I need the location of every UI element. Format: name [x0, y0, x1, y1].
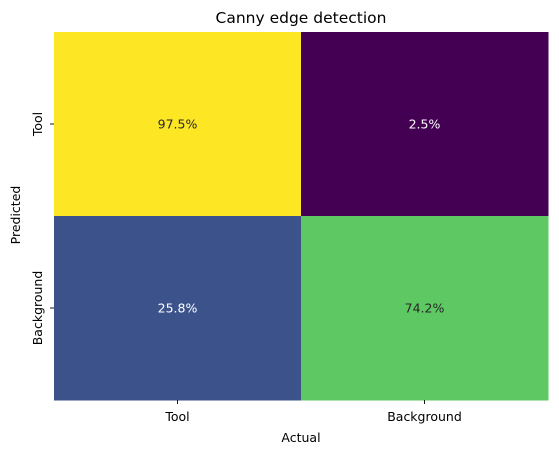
cell-value-label-1-1: 74.2% — [405, 301, 445, 316]
y-axis-ticks: Tool Background — [30, 112, 54, 345]
y-tick-label: Tool — [30, 112, 45, 137]
heatmap-cell-1-0 — [54, 216, 302, 401]
heatmap-cell-0-1 — [301, 32, 549, 217]
chart-title: Canny edge detection — [216, 9, 387, 27]
cell-value-label-1-0: 25.8% — [158, 301, 198, 316]
cell-value-label-0-0: 97.5% — [158, 117, 198, 132]
heatmap-cell-0-0 — [54, 32, 302, 217]
y-axis-label: Predicted — [8, 186, 23, 245]
heatmap-cells — [54, 32, 549, 401]
heatmap-cell-1-1 — [301, 216, 549, 401]
heatmap-cell-labels: 97.5% 2.5% 25.8% 74.2% — [158, 117, 445, 316]
x-axis-ticks: Tool Background — [164, 400, 462, 424]
y-tick-label: Background — [30, 271, 45, 346]
cell-value-label-0-1: 2.5% — [409, 117, 441, 132]
x-axis-label: Actual — [281, 430, 320, 445]
x-tick-label: Tool — [164, 409, 189, 424]
x-tick-label: Background — [387, 409, 462, 424]
